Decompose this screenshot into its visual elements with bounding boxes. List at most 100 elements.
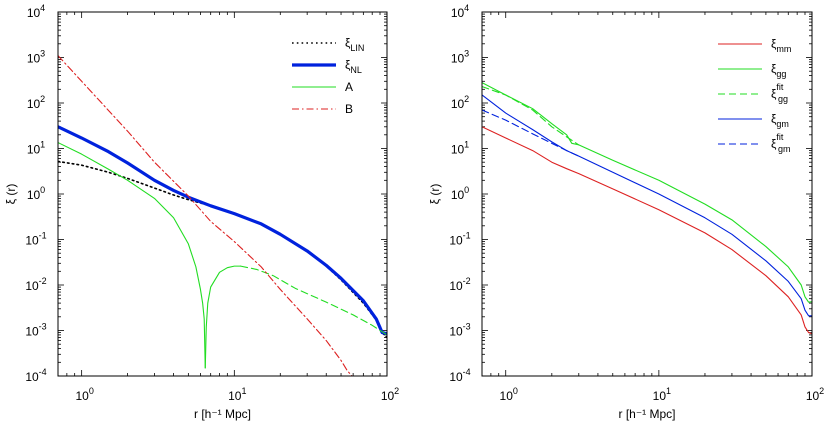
- right-ytick-label-exponent: -1: [463, 231, 471, 241]
- legend-label-main: ξ: [771, 87, 777, 101]
- left-ytick-label-exponent: 0: [40, 185, 45, 195]
- right-series-mm-line: [482, 126, 812, 335]
- left-ytick-label-exponent: -1: [39, 231, 47, 241]
- right-xtick-label-base: 10: [500, 389, 514, 403]
- right-ytick-label-exponent: -2: [463, 276, 471, 286]
- legend-label-main: ξ: [345, 58, 351, 72]
- right-xtick-label-exponent: 2: [819, 386, 824, 396]
- left-ytick-label-base: 10: [27, 188, 41, 202]
- left-ytick-label: 101: [27, 140, 45, 157]
- right-ytick-label: 10-4: [449, 367, 470, 384]
- left-series-LIN-line: [58, 160, 387, 339]
- right-ytick-label: 10-1: [449, 231, 470, 248]
- left-legend-label: A: [345, 80, 353, 94]
- right-ytick-label-exponent: -3: [463, 322, 471, 332]
- right-legend-label: ξfit gm: [771, 132, 791, 154]
- left-xtick-label: 102: [381, 386, 399, 403]
- legend-label-superscript: fit: [776, 82, 784, 92]
- legend-label-main: B: [345, 102, 353, 116]
- legend-label-subscript: gm: [778, 144, 791, 154]
- right-x-axis-label: r [h⁻¹ Mpc]: [618, 407, 675, 421]
- left-ytick-label-exponent: -3: [39, 322, 47, 332]
- right-legend-label: ξgg: [771, 62, 786, 79]
- left-x-axis-label: r [h⁻¹ Mpc]: [194, 407, 251, 421]
- left-ytick-label: 100: [27, 185, 45, 202]
- right-ytick-label-exponent: 2: [464, 94, 469, 104]
- right-ytick-label-exponent: 1: [464, 140, 469, 150]
- right-series-gg-line: [482, 82, 812, 303]
- left-ytick-label-base: 10: [25, 325, 39, 339]
- right-legend-label: ξmm: [771, 37, 791, 54]
- left-xtick-label-base: 10: [381, 389, 395, 403]
- right-ytick-label-base: 10: [449, 325, 463, 339]
- right-ytick-label: 102: [451, 94, 469, 111]
- right-ytick-label-exponent: 0: [464, 185, 469, 195]
- right-series-gm-fit-line: [482, 109, 580, 157]
- legend-label-subscript: LIN: [350, 43, 364, 53]
- legend-label-main: ξ: [771, 112, 777, 126]
- left-legend-label: ξNL: [345, 58, 362, 75]
- left-ticks: [57, 11, 388, 377]
- legend-label-subscript: NL: [350, 65, 362, 75]
- right-ytick-label-base: 10: [449, 279, 463, 293]
- left-ytick-label-exponent: 3: [40, 49, 45, 59]
- right-xtick-label: 101: [653, 386, 671, 403]
- left-plot-frame: [57, 11, 388, 377]
- right-ytick-label-exponent: 3: [464, 49, 469, 59]
- left-ytick-label: 10-2: [25, 276, 46, 293]
- legend-label-subscript: mm: [776, 44, 791, 54]
- left-legend-label: ξLIN: [345, 36, 364, 53]
- left-ytick-label-base: 10: [27, 6, 41, 20]
- right-ytick-label: 100: [451, 185, 469, 202]
- right-series-group: [482, 82, 812, 335]
- left-xtick-label-base: 10: [75, 389, 89, 403]
- left-ytick-label: 103: [27, 49, 45, 66]
- left-ytick-label-exponent: -4: [39, 367, 47, 377]
- right-series-gg-fit-line: [482, 85, 580, 146]
- right-ytick-label-base: 10: [449, 234, 463, 248]
- right-ytick-label-exponent: -4: [463, 367, 471, 377]
- right-ytick-label: 103: [451, 49, 469, 66]
- left-series-a-line: [204, 265, 242, 369]
- left-xtick-label-exponent: 2: [394, 386, 399, 396]
- right-ytick-label: 104: [451, 3, 469, 20]
- right-ytick-label-base: 10: [451, 6, 465, 20]
- right-series-gm-line: [482, 94, 812, 317]
- right-legend-label: ξgm: [771, 112, 789, 129]
- left-xtick-label-exponent: 1: [241, 386, 246, 396]
- legend-label-main: ξ: [771, 37, 777, 51]
- left-ytick-label-base: 10: [25, 279, 39, 293]
- right-y-axis-label: ξ (r): [428, 184, 442, 205]
- left-series-b-line: [58, 55, 353, 376]
- left-series-a-line: [58, 142, 206, 369]
- right-ytick-label-base: 10: [451, 52, 465, 66]
- left-ytick-label-exponent: 2: [40, 94, 45, 104]
- legend-label-main: ξ: [771, 62, 777, 76]
- left-ytick-label-base: 10: [27, 97, 41, 111]
- left-ytick-label-base: 10: [25, 370, 39, 384]
- left-xtick-label: 100: [75, 386, 93, 403]
- right-ytick-label: 10-3: [449, 322, 470, 339]
- legend-label-main: ξ: [771, 137, 777, 151]
- legend-label-main: ξ: [345, 36, 351, 50]
- right-ytick-label-exponent: 4: [464, 3, 469, 13]
- right-xtick-label-exponent: 1: [666, 386, 671, 396]
- right-ytick-label: 10-2: [449, 276, 470, 293]
- right-xtick-label-exponent: 0: [513, 386, 518, 396]
- right-xtick-label-base: 10: [806, 389, 820, 403]
- left-legend-label: B: [345, 102, 353, 116]
- left-ytick-label: 10-3: [25, 322, 46, 339]
- right-legend-label: ξfit gg: [771, 82, 788, 104]
- legend-label-subscript: gm: [776, 119, 789, 129]
- left-xtick-label: 101: [228, 386, 246, 403]
- left-series-group: [58, 55, 387, 376]
- right-ytick-label: 101: [451, 140, 469, 157]
- left-xtick-label-exponent: 0: [89, 386, 94, 396]
- legend-label-main: A: [345, 80, 353, 94]
- left-series-NL-line: [58, 125, 387, 336]
- left-ytick-label: 10-4: [25, 367, 46, 384]
